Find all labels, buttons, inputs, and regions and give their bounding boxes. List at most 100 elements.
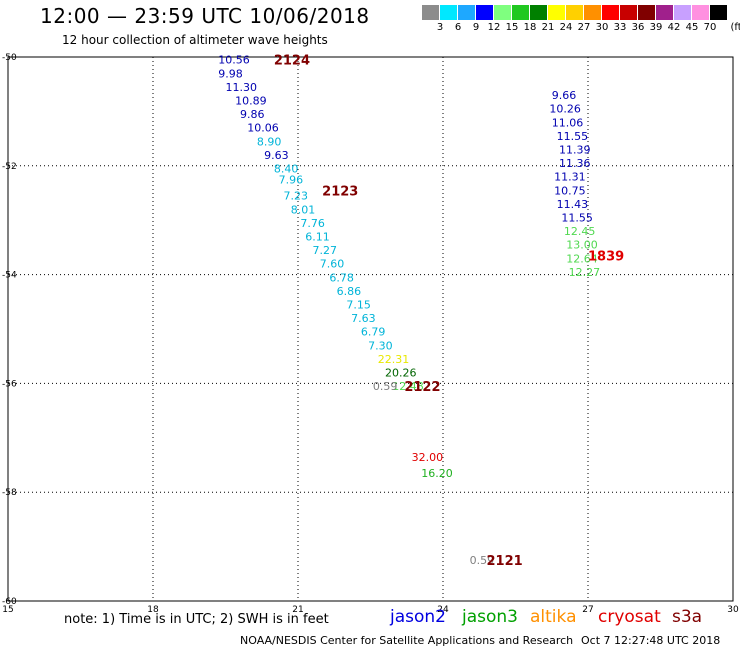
color-swatch [530, 5, 548, 20]
color-swatch [710, 5, 728, 20]
color-swatch [458, 5, 476, 20]
color-swatch [548, 5, 566, 20]
orbit-pass-label: 2122 [404, 380, 440, 395]
color-scale-label: 27 [577, 22, 591, 33]
wave-height-value: 11.39 [559, 143, 591, 156]
wave-height-value: 7.96 [279, 173, 304, 186]
color-scale-label: 15 [505, 22, 519, 33]
x-tick-label: 18 [147, 605, 159, 615]
color-swatch [440, 5, 458, 20]
credit-line: NOAA/NESDIS Center for Satellite Applica… [240, 634, 574, 647]
wave-height-value: 0.59 [373, 380, 398, 393]
x-tick-label: 27 [582, 605, 593, 615]
color-swatch [584, 5, 602, 20]
wave-height-value: 7.15 [346, 299, 371, 312]
wave-height-value: 9.66 [552, 89, 577, 102]
color-swatch [656, 5, 674, 20]
wave-height-value: 9.86 [240, 108, 265, 121]
color-scale-label: 21 [541, 22, 555, 33]
color-swatch [512, 5, 530, 20]
wave-height-value: 32.00 [412, 451, 444, 464]
generation-timestamp: Oct 7 12:27:48 UTC 2018 [581, 634, 721, 647]
wave-height-value: 11.36 [559, 157, 591, 170]
y-tick-label: -58 [2, 488, 17, 498]
map-frame [7, 56, 734, 602]
wave-height-value: 11.31 [554, 171, 586, 184]
satellite-legend-jason3: jason3 [462, 607, 518, 627]
color-swatch [494, 5, 512, 20]
wave-height-value: 8.01 [291, 203, 316, 216]
color-scale-label: 42 [667, 22, 681, 33]
color-scale-label: 30 [595, 22, 609, 33]
wave-height-value: 8.40 [274, 163, 299, 176]
satellite-legend-altika: altika [530, 607, 577, 627]
color-scale-label: 24 [559, 22, 573, 33]
x-tick-label: 15 [2, 605, 13, 615]
map-title: 12:00 — 23:59 UTC 10/06/2018 [40, 4, 370, 28]
footer-note: note: 1) Time is in UTC; 2) SWH is in fe… [64, 612, 329, 627]
color-scale-label: 9 [472, 22, 480, 33]
color-swatch [692, 5, 710, 20]
wave-height-value: 12.45 [564, 225, 596, 238]
wave-height-value: 6.11 [305, 231, 330, 244]
wave-height-value: 10.26 [549, 103, 581, 116]
y-tick-label: -56 [2, 379, 17, 389]
color-scale-label: 36 [631, 22, 645, 33]
color-scale-label: 12 [487, 22, 501, 33]
y-tick-label: -60 [2, 597, 17, 607]
color-swatch [422, 5, 440, 20]
wave-height-value: 11.55 [557, 130, 589, 143]
wave-height-value: 20.26 [385, 367, 417, 380]
wave-height-value: 9.63 [264, 149, 289, 162]
wave-height-value: 7.23 [284, 190, 309, 203]
color-scale-label: 6 [454, 22, 462, 33]
color-scale-label: 33 [613, 22, 627, 33]
wave-height-value: 11.06 [552, 116, 584, 129]
wave-height-value: 7.63 [351, 312, 376, 325]
orbit-pass-label: 2121 [487, 554, 523, 569]
satellite-legend-s3a: s3a [672, 607, 703, 627]
orbit-pass-label: 2124 [274, 54, 310, 69]
color-swatch [602, 5, 620, 20]
wave-height-value: 0.59 [470, 554, 495, 567]
color-scale-label: 70 [703, 22, 717, 33]
wave-height-value: 7.76 [300, 217, 325, 230]
wave-height-value: 8.90 [257, 135, 282, 148]
satellite-legend-cryosat: cryosat [598, 607, 661, 627]
wave-height-value: 11.30 [226, 81, 258, 94]
wave-height-value: 12.64 [566, 252, 598, 265]
y-tick-label: -54 [2, 271, 17, 281]
wave-height-value: 10.75 [554, 184, 586, 197]
orbit-pass-label: 2123 [322, 184, 358, 199]
wave-height-value: 11.43 [557, 198, 589, 211]
wave-height-value: 10.06 [247, 122, 279, 135]
color-scale-label: 18 [523, 22, 537, 33]
color-swatch [638, 5, 656, 20]
color-scale-label: 45 [685, 22, 699, 33]
y-tick-label: -52 [2, 162, 17, 172]
y-tick-label: -50 [2, 53, 17, 63]
color-scale-label: 39 [649, 22, 663, 33]
wave-height-value: 16.20 [421, 467, 453, 480]
color-scale-label: 3 [436, 22, 444, 33]
wave-height-value: 6.78 [329, 271, 354, 284]
wave-height-value: 13.00 [566, 239, 598, 252]
wave-height-value: 10.89 [235, 95, 267, 108]
wave-height-value: 6.86 [337, 285, 362, 298]
color-swatch [566, 5, 584, 20]
wave-height-value: 7.27 [313, 244, 338, 257]
color-swatch [674, 5, 692, 20]
satellite-legend-jason2: jason2 [390, 607, 446, 627]
wave-height-value: 7.60 [320, 258, 345, 271]
x-tick-label: 24 [437, 605, 449, 615]
wave-height-value: 11.55 [561, 211, 593, 224]
x-tick-label: 21 [292, 605, 303, 615]
wave-height-value: 22.31 [378, 353, 410, 366]
color-scale-unit: (ft) [730, 22, 740, 33]
wave-height-value: 10.56 [218, 54, 250, 67]
color-swatch [620, 5, 638, 20]
wave-height-value: 6.79 [361, 326, 386, 339]
wave-height-value: 7.30 [368, 339, 393, 352]
wave-height-value: 12.48 [392, 380, 424, 393]
